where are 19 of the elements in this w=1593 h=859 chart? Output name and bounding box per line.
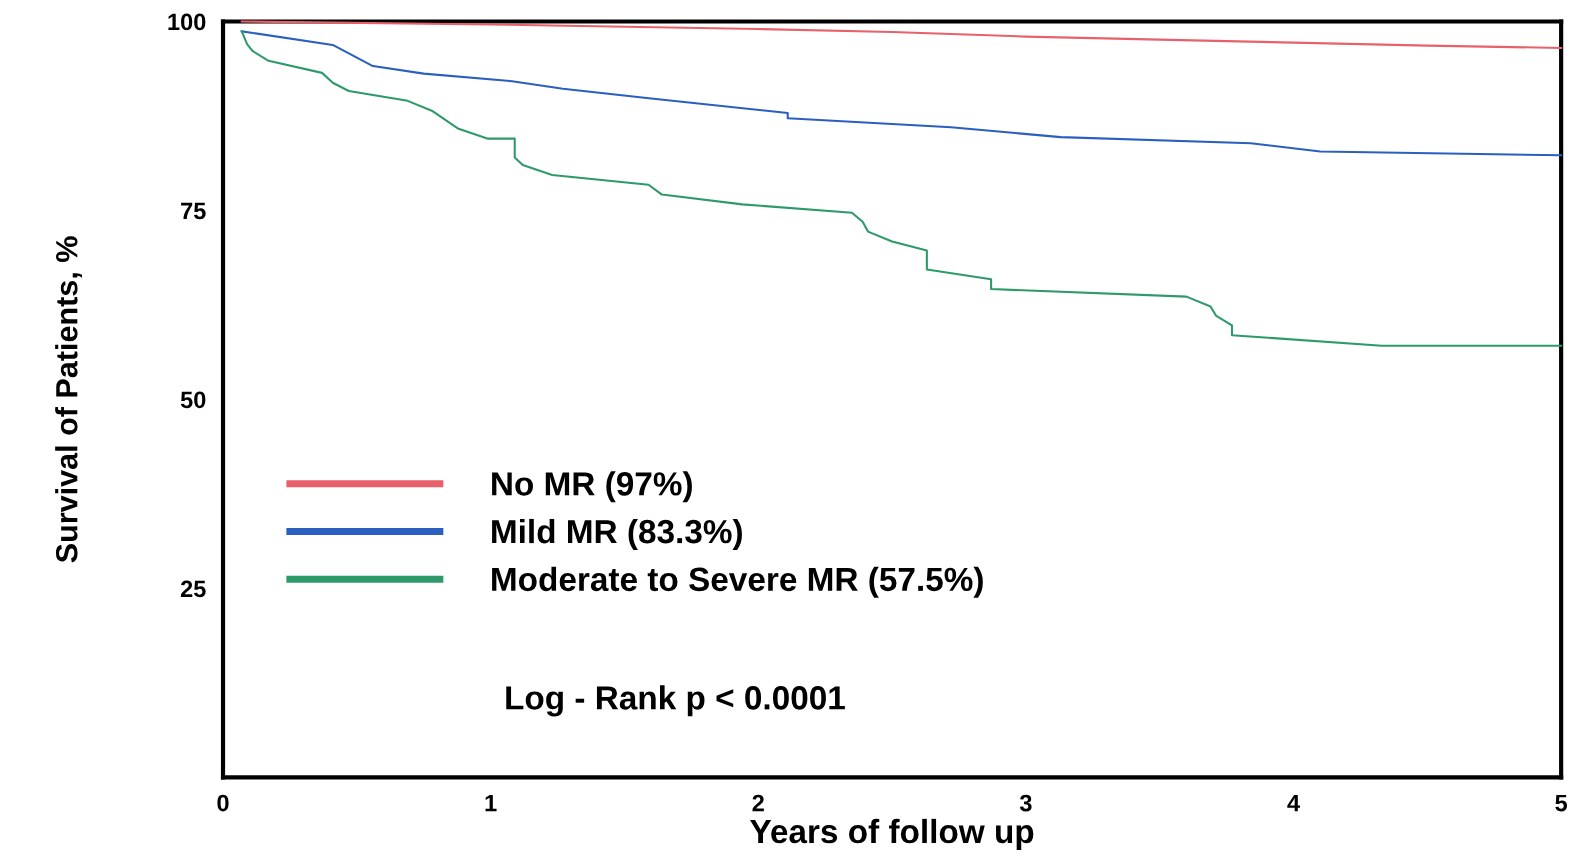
legend-label: Mild MR (83.3%) [492, 518, 742, 551]
y-axis-title: Survival of Patients, % [55, 236, 83, 563]
line-series [240, 30, 1563, 347]
legend-label: Moderate to Severe MR (57.5%) [492, 566, 983, 598]
x-axis-title: Years of follow up [750, 818, 1034, 850]
x-tick-label: 5 [1555, 794, 1568, 812]
legend-label: No MR (97%) [492, 471, 692, 503]
x-tick-label: 3 [1019, 794, 1032, 812]
y-tick-label: 50 [180, 391, 206, 409]
y-tick-label: 25 [180, 580, 206, 598]
x-tick-label: 1 [485, 794, 497, 812]
x-tick-label: 4 [1287, 794, 1300, 812]
x-tick-label: 2 [752, 794, 764, 812]
annotation: Log - Rank p < 0.0001 [506, 685, 845, 717]
x-tick-label: 0 [217, 794, 229, 812]
line-series [240, 20, 1563, 49]
y-tick-label: 100 [168, 13, 206, 31]
y-tick-label: 75 [181, 202, 206, 220]
line-series [240, 30, 1563, 157]
